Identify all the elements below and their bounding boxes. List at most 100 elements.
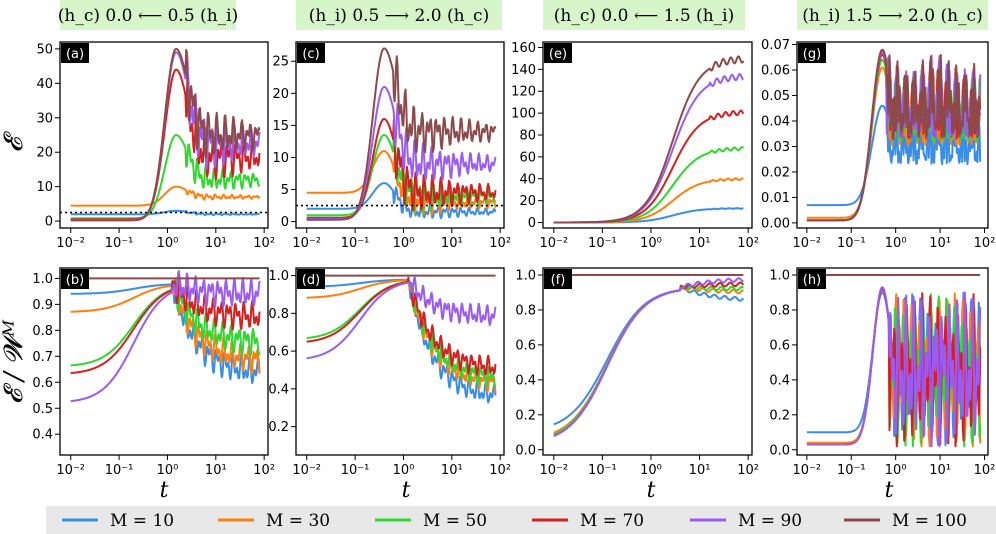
series-line (553, 109, 745, 224)
panel-label-bg (544, 43, 572, 63)
y-tick-label: 0.8 (32, 324, 53, 339)
panel-label: (d) (302, 273, 320, 288)
legend: M = 10 M = 30 M = 50 M = 70 M = 90 M = 100 (46, 506, 996, 534)
y-tick-label: 60 (519, 150, 536, 165)
panel-label-bg (297, 43, 325, 63)
y-tick-label: 0.0 (515, 443, 536, 458)
y-axis-label-bottom: 𝓔 / 𝓦ᴹ (0, 319, 29, 404)
y-tick-label: 0.2 (268, 420, 289, 435)
y-tick-label: 120 (511, 85, 536, 100)
series-line (553, 55, 745, 224)
y-tick-label: 25 (272, 55, 289, 70)
series-line (70, 278, 261, 375)
y-tick-label: 0.6 (32, 376, 53, 391)
x-tick-label: 10¹ (441, 463, 463, 478)
series-line (70, 281, 261, 385)
series-line (70, 270, 261, 403)
x-tick-label: 10² (737, 236, 759, 251)
series-line (70, 47, 261, 222)
x-tick-label: 10⁻¹ (105, 236, 134, 251)
y-tick-label: 1.0 (268, 269, 289, 284)
series-line (806, 104, 982, 207)
panel-label: (b) (66, 273, 84, 288)
axis-frame (59, 267, 269, 456)
y-tick-label: 0.07 (761, 38, 790, 53)
y-tick-label: 1.0 (769, 268, 790, 283)
x-tick-label: 10⁻² (539, 236, 568, 251)
y-tick-label: 50 (36, 42, 53, 57)
y-tick-label: 0.4 (268, 382, 289, 397)
y-tick-label: 0.4 (515, 373, 536, 388)
x-tick-label: 10⁻² (793, 463, 822, 478)
column-header: (h_i) 0.5 ⟶ 2.0 (h_c) (309, 6, 489, 26)
x-tick-label: 10¹ (205, 236, 227, 251)
panel-label: (a) (66, 47, 84, 62)
series-line (70, 279, 261, 375)
series-group (553, 55, 745, 224)
x-tick-label: 10⁻² (56, 463, 85, 478)
panel-h: 10⁻² 10⁻¹ 10⁰ 10¹ 10² 0.0 0.2 0.4 0.6 0.8 1.0 (h) (769, 267, 996, 478)
x-tick-label: 10¹ (441, 236, 463, 251)
y-tick-label: 0.5 (32, 402, 53, 417)
legend-label: M = 50 (423, 511, 487, 531)
y-tick-label: 160 (511, 41, 536, 56)
series-line (553, 277, 744, 437)
series-line (553, 146, 745, 224)
series-line (306, 131, 497, 217)
y-tick-label: 0.9 (32, 298, 53, 313)
legend-label: M = 100 (892, 511, 967, 531)
panel-label-bg (61, 43, 89, 63)
panel-c: 10⁻² 10⁻¹ 10⁰ 10¹ 10² 0 5 10 15 20 25 (c) (272, 41, 511, 251)
panel-label: (f) (551, 273, 566, 288)
y-tick-label: 40 (519, 172, 536, 187)
series-line (553, 286, 745, 426)
x-tick-label: 10⁻² (292, 236, 321, 251)
x-tick-label: 10⁰ (640, 463, 662, 478)
panel-label-bg (798, 269, 826, 289)
panel-label: (g) (803, 47, 821, 62)
x-tick-label: 10⁰ (157, 463, 179, 478)
panel-g: 10⁻² 10⁻¹ 10⁰ 10¹ 10² 0.00 0.01 0.02 0.03 0.04 0.0… (761, 38, 995, 251)
axis-frame (542, 267, 753, 456)
panel-label: (e) (549, 47, 567, 62)
panel-e: 10⁻² 10⁻¹ 10⁰ 10¹ 10² 0 20 40 60 80 100 120 140 160 (e… (511, 41, 759, 251)
x-axis-label: t (647, 478, 656, 503)
y-tick-label: 0.04 (761, 114, 790, 129)
axis-frame (59, 41, 269, 229)
y-tick-label: 0.8 (268, 307, 289, 322)
y-tick-label: 10 (272, 151, 289, 166)
panel-label-bg (798, 43, 826, 63)
x-tick-label: 10¹ (929, 463, 951, 478)
panel-a: 10⁻² 10⁻¹ 10⁰ 10¹ 10² 0 10 20 30 40 50 (a) (36, 41, 275, 251)
x-tick-label: 10² (253, 236, 275, 251)
y-tick-label: 140 (511, 63, 536, 78)
series-line (306, 276, 497, 360)
y-tick-label: 30 (36, 111, 53, 126)
series-line (806, 286, 982, 448)
x-tick-label: 10⁻² (539, 463, 568, 478)
y-tick-label: 80 (519, 129, 536, 144)
y-tick-label: 0.6 (268, 345, 289, 360)
x-tick-label: 10⁰ (640, 236, 662, 251)
y-tick-label: 0.06 (761, 64, 790, 79)
y-tick-label: 0.0 (769, 443, 790, 458)
x-tick-label: 10⁻¹ (341, 463, 370, 478)
panel-label-bg (544, 269, 572, 289)
panel-label: (c) (302, 47, 319, 62)
series-line (306, 278, 497, 394)
x-tick-label: 10² (974, 463, 996, 478)
y-tick-label: 100 (511, 107, 536, 122)
series-line (306, 47, 497, 221)
series-line (306, 118, 497, 219)
y-tick-label: 0.8 (769, 303, 790, 318)
y-tick-label: 1.0 (515, 268, 536, 283)
series-group (306, 274, 497, 404)
panel-label-bg (61, 269, 89, 289)
y-tick-label: 20 (272, 87, 289, 102)
x-tick-label: 10² (489, 463, 511, 478)
x-tick-label: 10¹ (689, 236, 711, 251)
column-header: (h_c) 0.0 ⟵ 0.5 (h_i) (58, 6, 238, 26)
header-bg (296, 0, 502, 30)
axis-frame (295, 267, 505, 456)
